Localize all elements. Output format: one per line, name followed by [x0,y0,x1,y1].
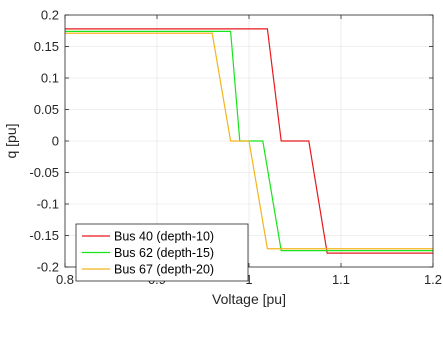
x-tick-label: 0.8 [56,272,74,287]
legend-label: Bus 62 (depth-15) [114,246,214,260]
x-tick-label: 1.1 [332,272,350,287]
y-tick-label: -0.2 [37,260,59,275]
series-line-1 [65,28,433,254]
legend: Bus 40 (depth-10) Bus 62 (depth-15) Bus 67… [75,223,249,282]
series-line-3 [65,32,433,250]
y-tick-label: -0.05 [29,165,59,180]
y-tick-label: 0.15 [34,39,59,54]
y-axis-label: q [pu] [3,123,19,158]
y-tick-label: 0.1 [41,71,59,86]
y-tick-label: -0.1 [37,197,59,212]
y-tick-label: 0 [52,134,59,149]
y-tick-label: 0.05 [34,102,59,117]
series-lines [65,28,433,254]
ticks: 0.80.911.11.20.20.150.10.050-0.05-0.1-0.… [29,8,442,288]
legend-label: Bus 40 (depth-10) [114,230,214,244]
y-tick-label: -0.15 [29,228,59,243]
legend-label: Bus 67 (depth-20) [114,263,214,277]
y-tick-label: 0.2 [41,8,59,23]
x-tick-label: 1.2 [424,272,442,287]
series-line-2 [65,30,433,252]
x-tick-label: 1 [245,272,252,287]
x-axis-label: Voltage [pu] [212,291,286,307]
